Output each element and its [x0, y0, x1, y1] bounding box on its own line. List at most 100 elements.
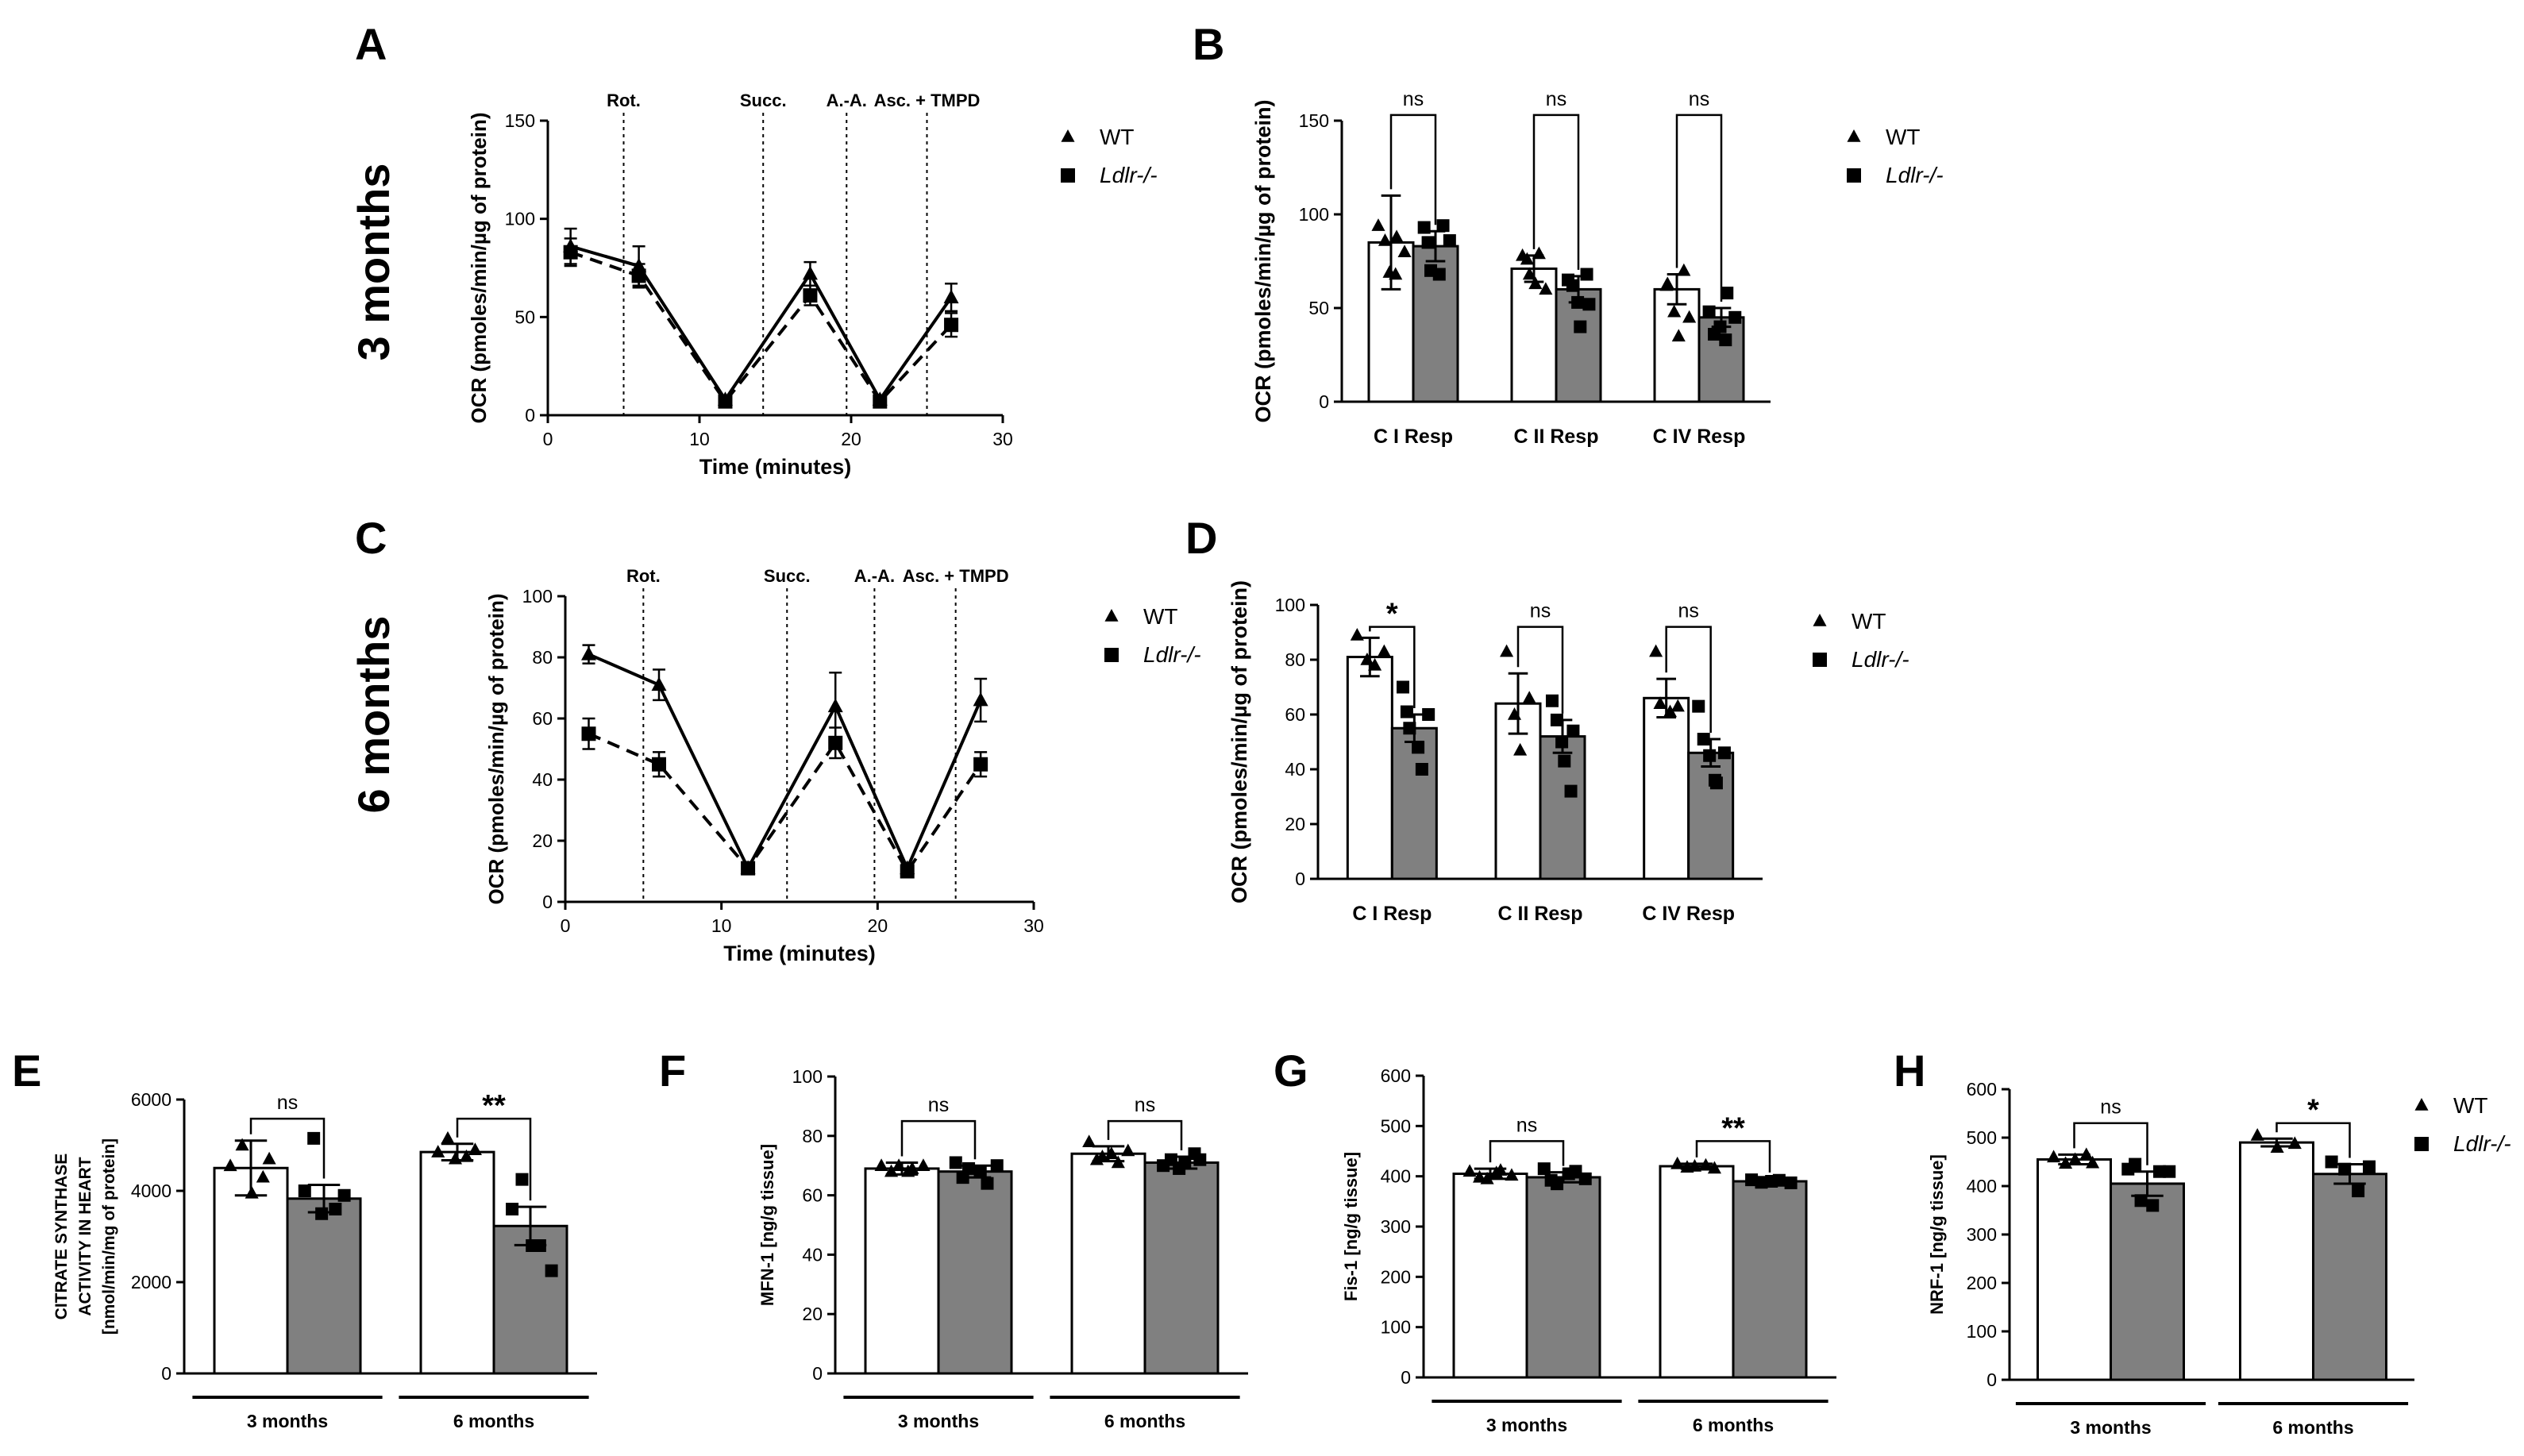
dot-ldlr	[2325, 1155, 2338, 1169]
y-tick-label: 20	[1285, 814, 1305, 834]
dot-wt	[1360, 653, 1374, 665]
significance-bracket	[1107, 1119, 1183, 1150]
dot-wt	[431, 1145, 445, 1157]
panel-label: E	[12, 1046, 41, 1096]
dot-ldlr	[2152, 1165, 2166, 1178]
legend-wt-label: WT	[2453, 1093, 2488, 1118]
dot-ldlr	[1692, 699, 1705, 713]
dot-wt	[1368, 657, 1382, 671]
data-point-ldlr	[944, 318, 959, 333]
dot-wt	[1532, 246, 1546, 260]
dot-ldlr	[1545, 694, 1559, 707]
significance-label: ns	[1678, 600, 1698, 622]
data-point-ldlr	[581, 726, 596, 741]
series-line-wt	[588, 653, 982, 872]
legend-wt-marker	[1061, 129, 1075, 142]
panel-label: A	[355, 19, 387, 69]
event-label: Succ.	[740, 91, 787, 110]
significance-label: ns	[1135, 1094, 1155, 1116]
y-tick-label: 80	[532, 647, 553, 668]
y-tick-label: 80	[802, 1126, 823, 1146]
dot-wt	[256, 1169, 270, 1183]
data-point-ldlr	[900, 864, 915, 879]
data-point-ldlr	[828, 735, 843, 750]
legend-ldlr-label: Ldlr-/-	[2453, 1131, 2511, 1156]
dot-wt	[1378, 233, 1393, 246]
y-tick-label: 400	[1967, 1176, 1997, 1196]
data-point-ldlr	[563, 245, 578, 260]
dot-ldlr	[1703, 749, 1717, 762]
dot-wt	[1389, 229, 1404, 243]
dot-ldlr	[1697, 733, 1710, 746]
dot-wt	[2270, 1140, 2284, 1153]
dot-wt	[1377, 644, 1391, 657]
dot-ldlr	[1571, 295, 1585, 309]
bar-ldlr	[1732, 1180, 1808, 1379]
y-tick-label: 50	[1308, 298, 1329, 318]
dot-ldlr	[949, 1156, 962, 1169]
legend-ldlr-marker	[1104, 648, 1119, 662]
y-tick-label: 0	[525, 405, 535, 426]
dot-wt	[1104, 1146, 1119, 1159]
data-point-wt	[651, 676, 667, 691]
y-tick-label: 100	[1967, 1321, 1997, 1342]
y-tick-label: 80	[1285, 649, 1305, 670]
data-point-wt	[973, 691, 988, 707]
panel-E: E 0 2000 4000 6000 ns 3 months ** 6 months CITRAT…	[12, 1046, 597, 1431]
dot-ldlr	[2129, 1157, 2142, 1171]
dot-ldlr	[2363, 1160, 2376, 1173]
panel-C: C 0 20 40 60 80 100 0 10 20 30 Time (minutes) OCR (p…	[355, 513, 1201, 965]
dot-ldlr	[1580, 268, 1593, 281]
data-point-ldlr	[973, 757, 988, 772]
significance-bracket	[456, 1117, 532, 1201]
data-point-ldlr	[741, 861, 756, 876]
row-label-6-months: 6 months	[349, 616, 399, 814]
data-point-ldlr	[631, 268, 646, 283]
data-point-wt	[943, 289, 959, 304]
dot-ldlr	[990, 1159, 1004, 1173]
dot-wt	[2287, 1136, 2302, 1150]
significance-bracket	[1489, 1140, 1565, 1166]
row-label-3-months: 3 months	[349, 164, 399, 361]
y-axis-title: ACTIVITY IN HEART	[76, 1157, 94, 1315]
dot-ldlr	[1412, 741, 1425, 754]
x-tick-label: 30	[1023, 915, 1044, 936]
dot-ldlr	[1728, 310, 1742, 324]
x-tick-label: 20	[868, 915, 888, 936]
y-tick-label: 100	[1299, 204, 1329, 225]
x-tick-label: 10	[689, 429, 710, 449]
category-label: 6 months	[1104, 1411, 1185, 1431]
dot-ldlr	[1551, 1177, 1564, 1191]
significance-bracket	[1389, 114, 1437, 225]
dot-wt	[2059, 1156, 2073, 1169]
dot-ldlr	[1569, 1165, 1582, 1178]
category-label: C II Resp	[1514, 426, 1599, 448]
dot-wt	[1539, 282, 1553, 295]
x-tick-label: 0	[561, 915, 571, 936]
dot-wt	[1677, 263, 1691, 276]
dot-wt	[892, 1158, 906, 1171]
y-axis-title: Fis-1 [ng/g tissue]	[1341, 1152, 1361, 1301]
dot-ldlr	[1564, 784, 1578, 798]
y-tick-label: 4000	[131, 1181, 171, 1201]
dot-wt	[1371, 218, 1385, 231]
series-line-ldlr	[569, 250, 953, 405]
y-tick-label: 100	[522, 586, 553, 607]
y-axis-title: [nmol/min/mg of protein]	[100, 1138, 118, 1335]
y-axis-title: MFN-1 [ng/g tissue]	[757, 1144, 777, 1306]
dot-wt	[874, 1158, 888, 1171]
dot-ldlr	[1721, 287, 1734, 300]
y-tick-label: 60	[532, 708, 553, 729]
dot-wt	[2047, 1150, 2061, 1163]
dot-ldlr	[1719, 333, 1732, 347]
dot-ldlr	[1582, 298, 1596, 311]
data-point-wt	[802, 265, 818, 280]
dot-wt	[2250, 1127, 2264, 1141]
y-tick-label: 40	[1285, 759, 1305, 780]
dot-ldlr	[1417, 221, 1431, 234]
panel-D: D 0 20 40 60 80 100 * C I Resp ns C II Resp ns C IV …	[1185, 513, 1909, 925]
significance-label: ns	[277, 1092, 298, 1114]
y-axis-title: OCR (pmoles/min/µg of protein)	[1227, 580, 1251, 903]
y-tick-label: 500	[1381, 1115, 1411, 1136]
